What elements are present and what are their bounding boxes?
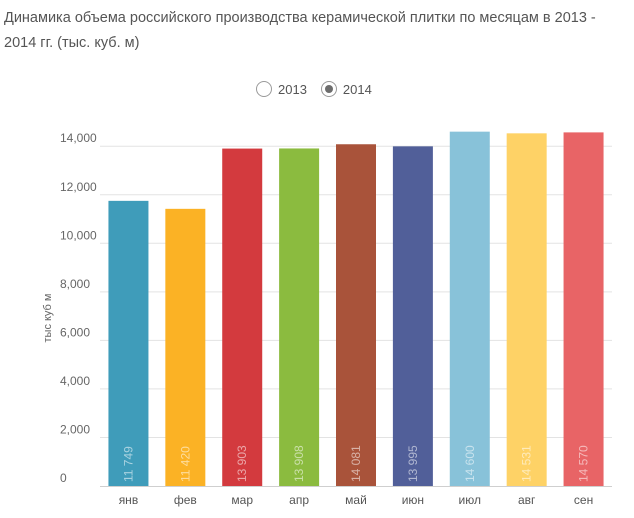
bar-мар[interactable]: [222, 148, 263, 486]
x-tick-label: май: [345, 493, 367, 507]
radio-2013-icon[interactable]: [256, 81, 272, 97]
bar-value-label: 11 749: [121, 446, 135, 482]
legend: 2013 2014: [256, 79, 372, 99]
bar-value-label: 14 600: [463, 445, 477, 482]
bar-фев[interactable]: [165, 208, 206, 486]
bar-value-label: 14 570: [577, 445, 591, 482]
y-tick-label: 2,000: [60, 422, 90, 436]
legend-item-2014[interactable]: 2014: [320, 81, 372, 97]
bar-авг[interactable]: [506, 133, 547, 486]
y-tick-label: 0: [60, 471, 67, 485]
bar-май[interactable]: [336, 144, 376, 486]
bar-value-label: 14 531: [520, 445, 534, 482]
x-tick-label: июн: [402, 493, 424, 507]
bar-value-label: 14 081: [349, 445, 363, 482]
x-tick-label: мар: [231, 493, 253, 507]
bar-value-label: 13 995: [406, 445, 420, 482]
x-tick-label: фев: [174, 493, 197, 507]
bar-value-label: 13 903: [235, 445, 249, 482]
x-tick-label: апр: [289, 493, 309, 507]
y-tick-label: 14,000: [60, 131, 97, 145]
bar-июл[interactable]: [449, 131, 490, 486]
bar-апр[interactable]: [279, 148, 320, 487]
y-axis-ticks: 0 2,000 4,000 6,000 8,000 10,000 12,000 14,000: [60, 131, 97, 485]
x-axis-ticks: янв фев мар апр май июн июл авг сен: [119, 493, 594, 507]
radio-2014-icon[interactable]: [320, 81, 337, 97]
bars: [108, 131, 604, 487]
x-tick-label: сен: [574, 493, 593, 507]
bar-янв[interactable]: [108, 200, 149, 486]
y-tick-label: 10,000: [60, 228, 97, 242]
x-tick-label: авг: [518, 493, 536, 507]
legend-label-2013: 2013: [278, 81, 307, 97]
chart-title: Динамика объема российского производства…: [4, 10, 596, 51]
legend-label-2014: 2014: [342, 81, 372, 97]
legend-item-2013[interactable]: 2013: [256, 81, 307, 97]
x-tick-label: июл: [459, 493, 481, 507]
x-tick-label: янв: [119, 493, 139, 507]
y-tick-label: 12,000: [60, 180, 97, 194]
value-labels: 11 749 11 420 13 903 13 908 14 081 13 995 14 6…: [121, 445, 590, 482]
y-tick-label: 6,000: [60, 325, 90, 339]
bar-сен[interactable]: [563, 132, 604, 486]
y-tick-label: 4,000: [60, 374, 90, 388]
y-tick-label: 8,000: [60, 277, 90, 291]
bar-июн[interactable]: [392, 146, 433, 486]
bar-value-label: 11 420: [178, 446, 192, 482]
bar-value-label: 13 908: [292, 445, 306, 482]
